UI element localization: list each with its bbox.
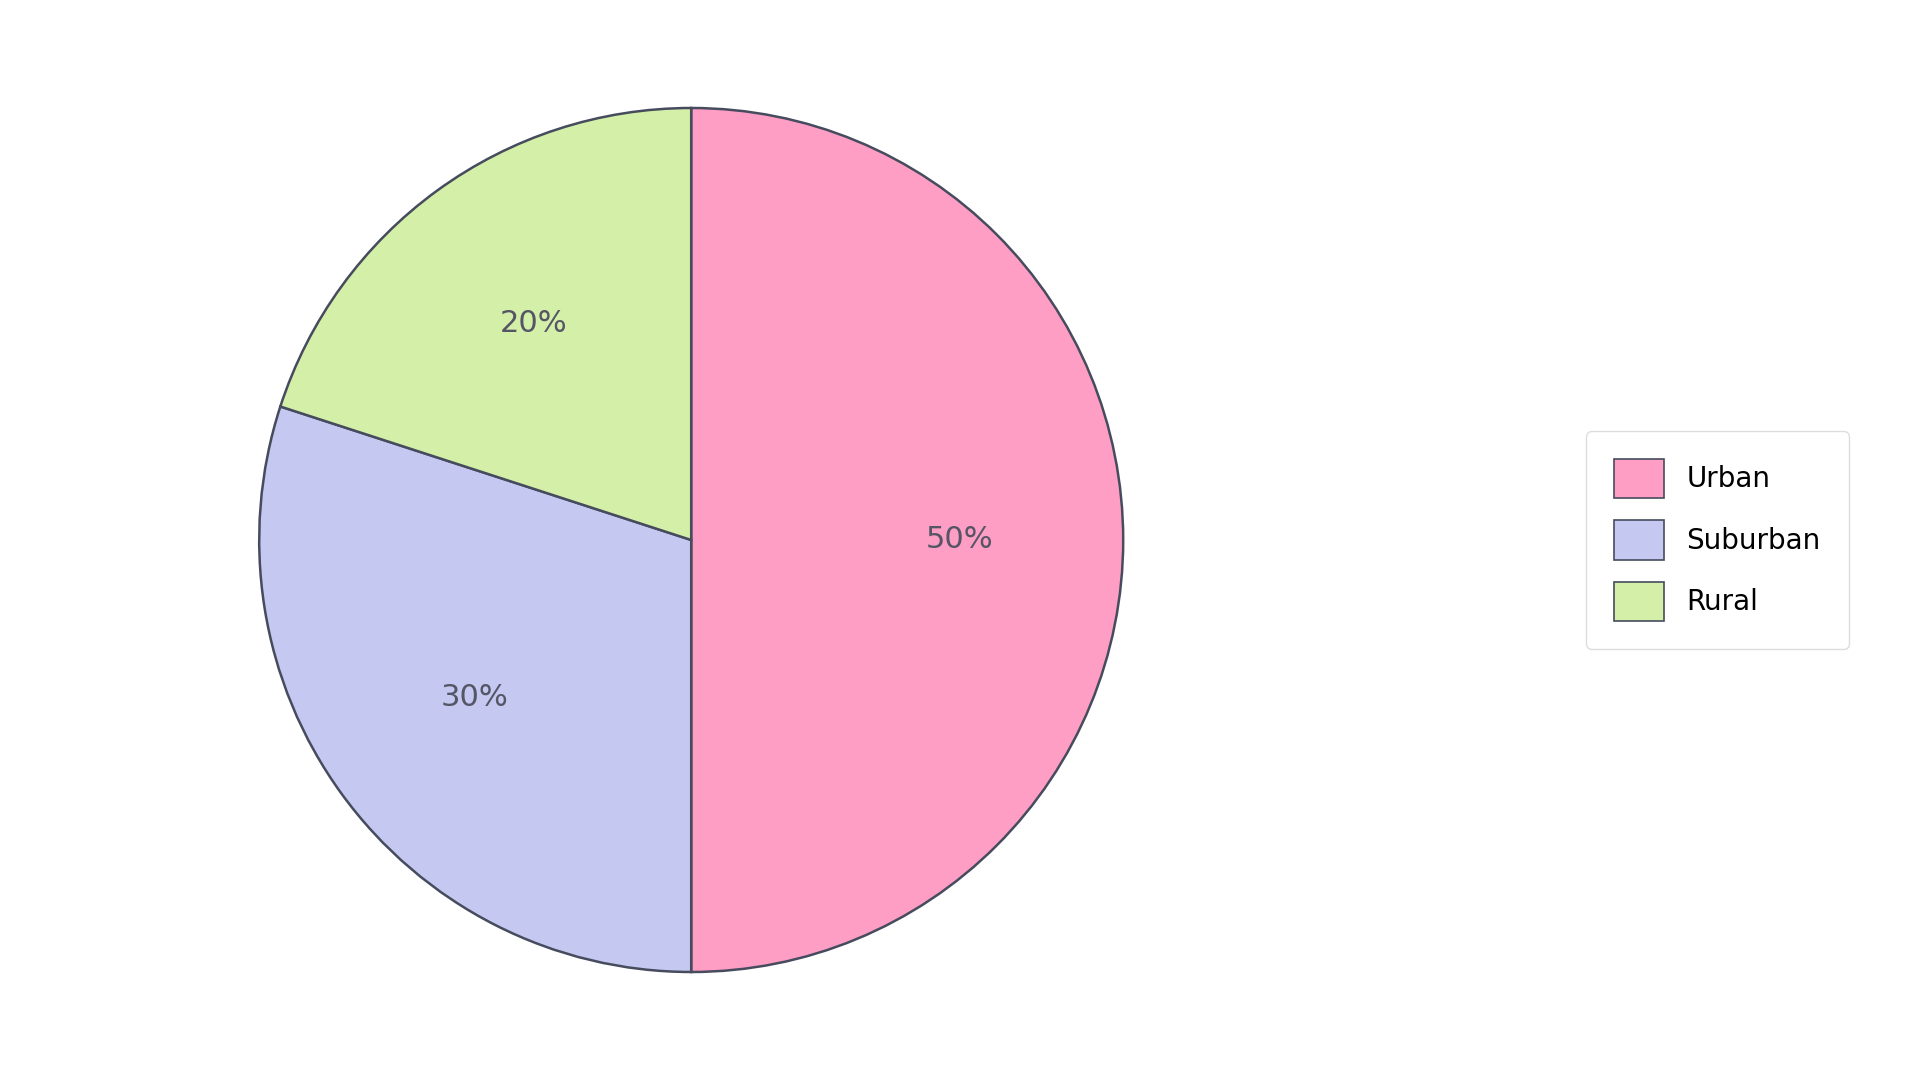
Wedge shape	[691, 108, 1123, 972]
Text: 30%: 30%	[440, 683, 509, 712]
Text: 20%: 20%	[499, 309, 568, 338]
Legend: Urban, Suburban, Rural: Urban, Suburban, Rural	[1586, 431, 1849, 649]
Text: 50%: 50%	[925, 526, 993, 554]
Wedge shape	[259, 406, 691, 972]
Wedge shape	[280, 108, 691, 540]
